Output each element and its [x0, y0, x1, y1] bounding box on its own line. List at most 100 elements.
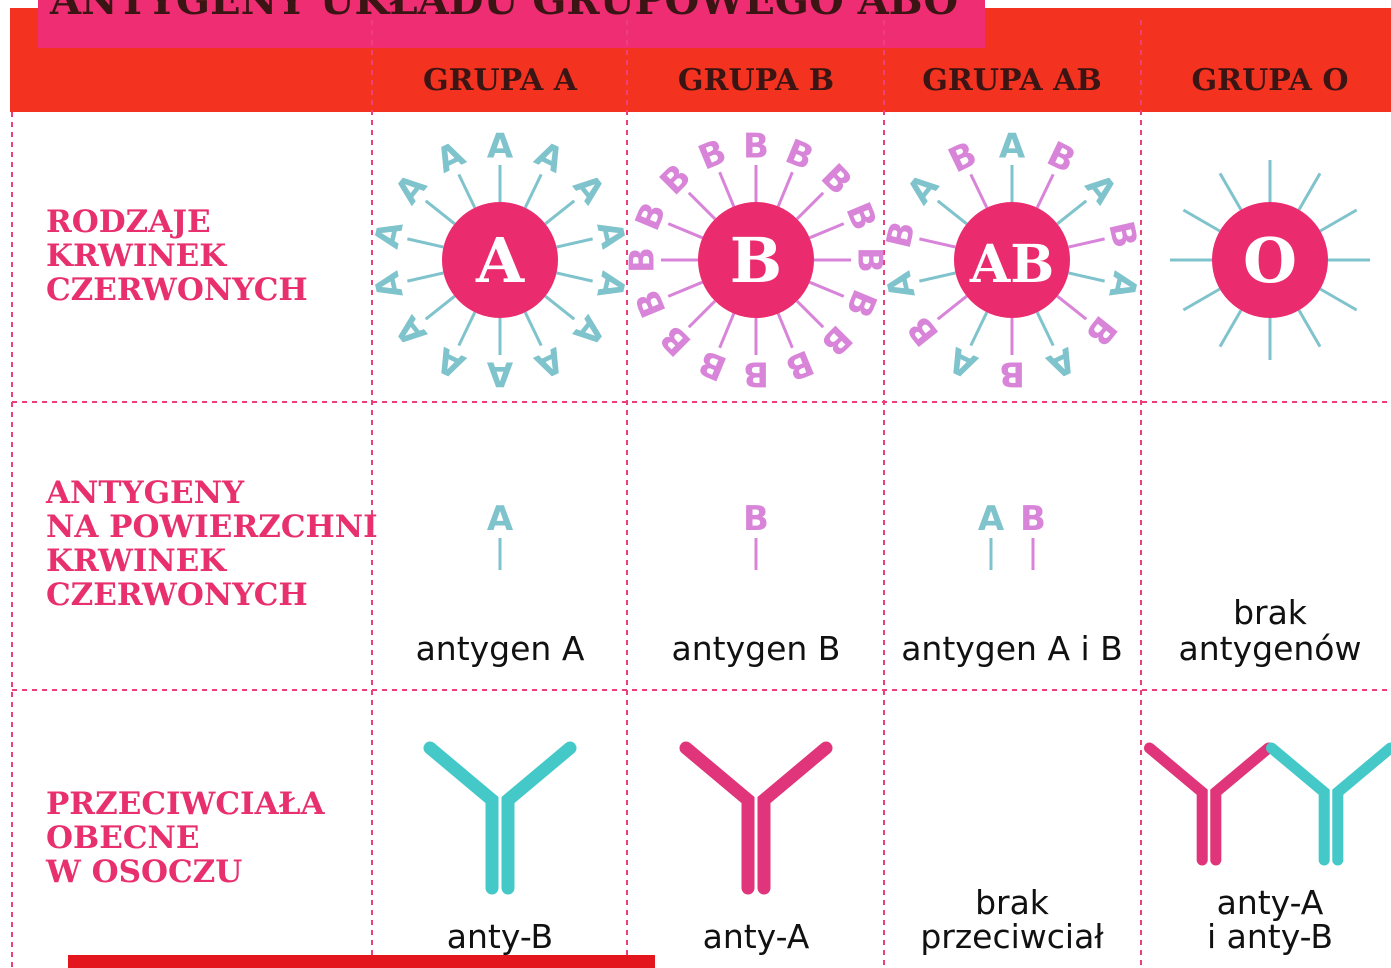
ring-antigen: B [837, 284, 884, 323]
ring-antigen: B [837, 197, 884, 236]
antibody-caption: anty-B [447, 917, 553, 956]
ring-antigen: A [942, 338, 984, 386]
ring-antigen: B [900, 308, 947, 353]
cell-label: AB [969, 234, 1054, 295]
ring-antigen: B [693, 341, 732, 388]
ring-antigen: B [780, 341, 819, 388]
antigen-caption: antygen A i B [901, 629, 1123, 668]
antibody-caption: przeciwciał [920, 917, 1104, 956]
cell-label: O [1243, 224, 1297, 297]
antigen-letter: A [978, 499, 1005, 539]
spoke [969, 311, 989, 347]
antibody-caption: i anty-B [1207, 917, 1333, 956]
antigen-caption: antygen B [672, 629, 841, 668]
row-label: CZERWONYCH [46, 577, 308, 613]
cell-label: A [475, 224, 525, 297]
spoke [544, 199, 576, 226]
red-cell [1212, 202, 1328, 318]
spoke [424, 199, 456, 226]
antigen-letter: B [1020, 499, 1046, 539]
antibody [679, 741, 833, 895]
spoke [1035, 311, 1055, 347]
antibody-arm [501, 741, 577, 895]
row-label: CZERWONYCH [46, 272, 308, 308]
antibody-arm [1143, 742, 1208, 866]
spoke [1319, 208, 1358, 233]
ring-antigen: B [693, 132, 732, 179]
ring-antigen: A [528, 339, 570, 387]
spoke [556, 237, 593, 249]
antibody [1143, 742, 1275, 866]
row-label: RODZAJE [46, 204, 211, 240]
spoke [1319, 287, 1358, 312]
ring-antigen: B [780, 132, 819, 179]
spoke [687, 191, 717, 221]
title-box [38, 0, 985, 48]
ring-antigen: B [999, 354, 1025, 394]
row-label: W OSOCZU [45, 854, 242, 890]
ring-antigen: A [529, 134, 571, 182]
antigen-caption: antygenów [1179, 629, 1362, 668]
spoke [556, 271, 593, 283]
antibody [423, 741, 577, 895]
ring-antigen: A [387, 166, 435, 212]
antigen-caption: brak [1233, 593, 1308, 632]
spoke [795, 191, 825, 221]
spoke [407, 237, 444, 249]
spoke [667, 222, 703, 240]
antigen-letter: B [743, 499, 769, 539]
spoke [1068, 271, 1105, 283]
spoke [718, 171, 736, 207]
antigen-caption: antygen A [416, 629, 585, 668]
red-cell [698, 202, 814, 318]
ring-antigen: B [1100, 218, 1145, 252]
ring-antigen: A [899, 166, 947, 212]
row-label: NA POWIERZCHNI [46, 509, 378, 545]
row-label: KRWINEK [46, 238, 227, 274]
antibody-arm [757, 741, 833, 895]
spoke [919, 271, 956, 283]
red-cell [442, 202, 558, 318]
spoke [809, 222, 845, 240]
antibody-caption: brak [975, 883, 1050, 922]
antigen-letter: A [487, 499, 514, 539]
spoke [718, 313, 736, 349]
column-header: GRUPA B [678, 63, 834, 98]
row-label: OBECNE [46, 820, 199, 856]
ring-antigen: B [743, 354, 769, 394]
spoke [776, 313, 794, 349]
ring-antigen: A [486, 354, 513, 394]
antibody-arm [1210, 742, 1275, 866]
grid [11, 20, 1391, 968]
spoke [457, 173, 477, 209]
ring-antigen: A [565, 166, 613, 212]
spoke [407, 271, 444, 283]
ring-antigen: A [367, 267, 412, 302]
spoke [776, 171, 794, 207]
ring-antigen: A [430, 338, 472, 386]
ring-antigen: B [1077, 308, 1124, 353]
antibody-arm [1265, 742, 1330, 866]
spoke [687, 299, 717, 329]
column-header: GRUPA AB [922, 63, 1101, 98]
spoke [1182, 287, 1221, 312]
spoke [1297, 172, 1322, 211]
ring-antigen: A [387, 307, 435, 353]
antibody-caption: anty-A [1217, 883, 1324, 922]
ring-antigen: A [367, 217, 412, 252]
ring-antigen: B [628, 284, 675, 323]
spoke [1297, 309, 1322, 348]
spoke [795, 299, 825, 329]
spoke [1035, 173, 1055, 209]
spoke [969, 173, 989, 209]
ring-antigen: A [1077, 166, 1125, 212]
spoke [523, 311, 543, 347]
antibody-arm [1332, 742, 1391, 866]
column-header: GRUPA A [423, 63, 578, 98]
red-cell [954, 202, 1070, 318]
cell-label: B [730, 224, 782, 297]
spoke [919, 237, 956, 249]
ring-antigen: A [430, 134, 472, 182]
spoke [936, 294, 968, 321]
